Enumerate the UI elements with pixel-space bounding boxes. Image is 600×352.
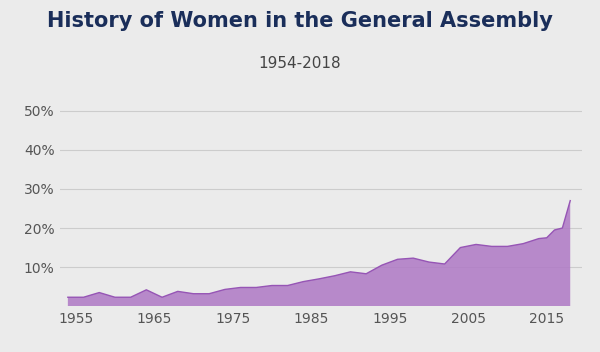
Text: History of Women in the General Assembly: History of Women in the General Assembly <box>47 11 553 31</box>
Text: 1954-2018: 1954-2018 <box>259 56 341 71</box>
